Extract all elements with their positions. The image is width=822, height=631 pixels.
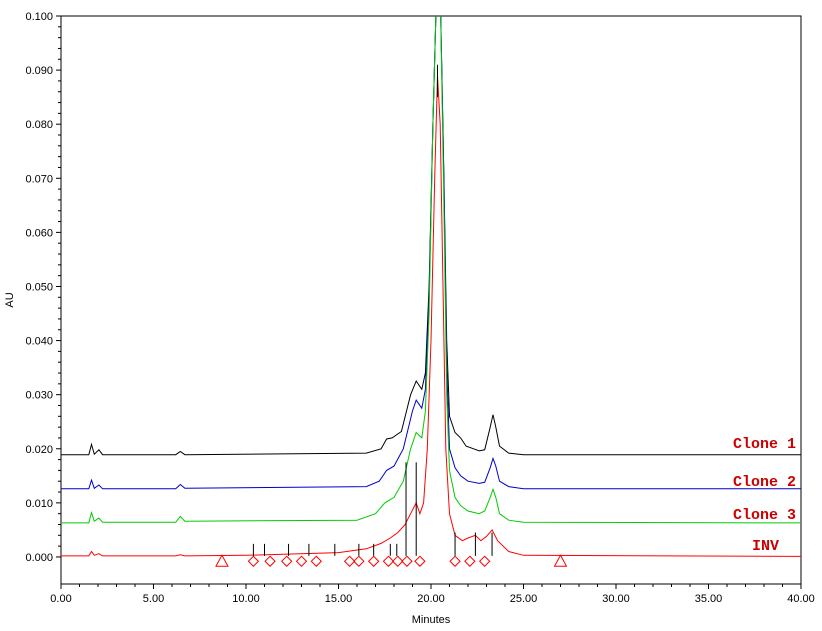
series-label-inv: INV [752,538,779,555]
diamond-marker [310,555,323,567]
diamond-marker [295,555,308,567]
y-axis: 0.000 0.010 0.020 0.030 0.040 0.050 0.060 0.070… [25,11,61,564]
series-label-clone3: Clone 3 [733,507,796,524]
series-line-2 [61,16,801,524]
x-tick-label: 5.00 [143,593,164,605]
diamond-marker [382,555,395,567]
series-line-3 [61,75,801,557]
series-group [61,16,801,557]
x-tick-label: 40.00 [787,593,815,605]
x-tick-label: 0.00 [50,593,71,605]
diamond-marker [414,555,426,567]
series-label-clone2: Clone 2 [733,474,796,491]
y-tick-label: 0.090 [25,65,53,77]
x-tick-label: 35.00 [695,593,723,605]
y-tick-label: 0.000 [25,552,53,564]
y-tick-label: 0.010 [25,498,53,510]
triangle-marker [215,554,229,567]
x-tick-label: 10.00 [232,593,260,605]
diamond-marker [464,555,476,567]
y-tick-label: 0.080 [25,119,53,131]
diamond-marker [449,555,461,567]
x-axis-title: Minutes [412,614,451,626]
diamond-marker [391,555,404,567]
y-axis-title: AU [4,292,16,307]
diamond-marker [343,555,356,567]
diamond-marker [264,555,276,567]
y-tick-label: 0.040 [25,336,53,348]
diamond-marker [401,555,413,567]
y-tick-label: 0.050 [25,281,53,293]
x-axis: 0.00 5.00 10.00 15.00 20.00 25.00 30.00 35.00 40… [50,584,815,605]
x-tick-label: 15.00 [325,593,353,605]
diamond-marker [353,555,365,567]
plot-area [60,15,802,585]
triangle-marker [553,554,568,567]
x-tick-label: 20.00 [417,593,445,605]
y-tick-label: 0.020 [25,444,53,456]
peak-markers [215,64,568,567]
diamond-marker [367,555,380,567]
series-label-clone1: Clone 1 [733,436,796,453]
x-tick-label: 30.00 [602,593,630,605]
diamond-marker [247,555,260,567]
diamond-marker [280,555,293,567]
y-tick-label: 0.070 [25,173,53,185]
y-tick-label: 0.060 [25,227,53,239]
y-tick-label: 0.100 [25,11,53,23]
x-tick-label: 25.00 [510,593,538,605]
diamond-marker [478,555,491,567]
y-tick-label: 0.030 [25,390,53,402]
